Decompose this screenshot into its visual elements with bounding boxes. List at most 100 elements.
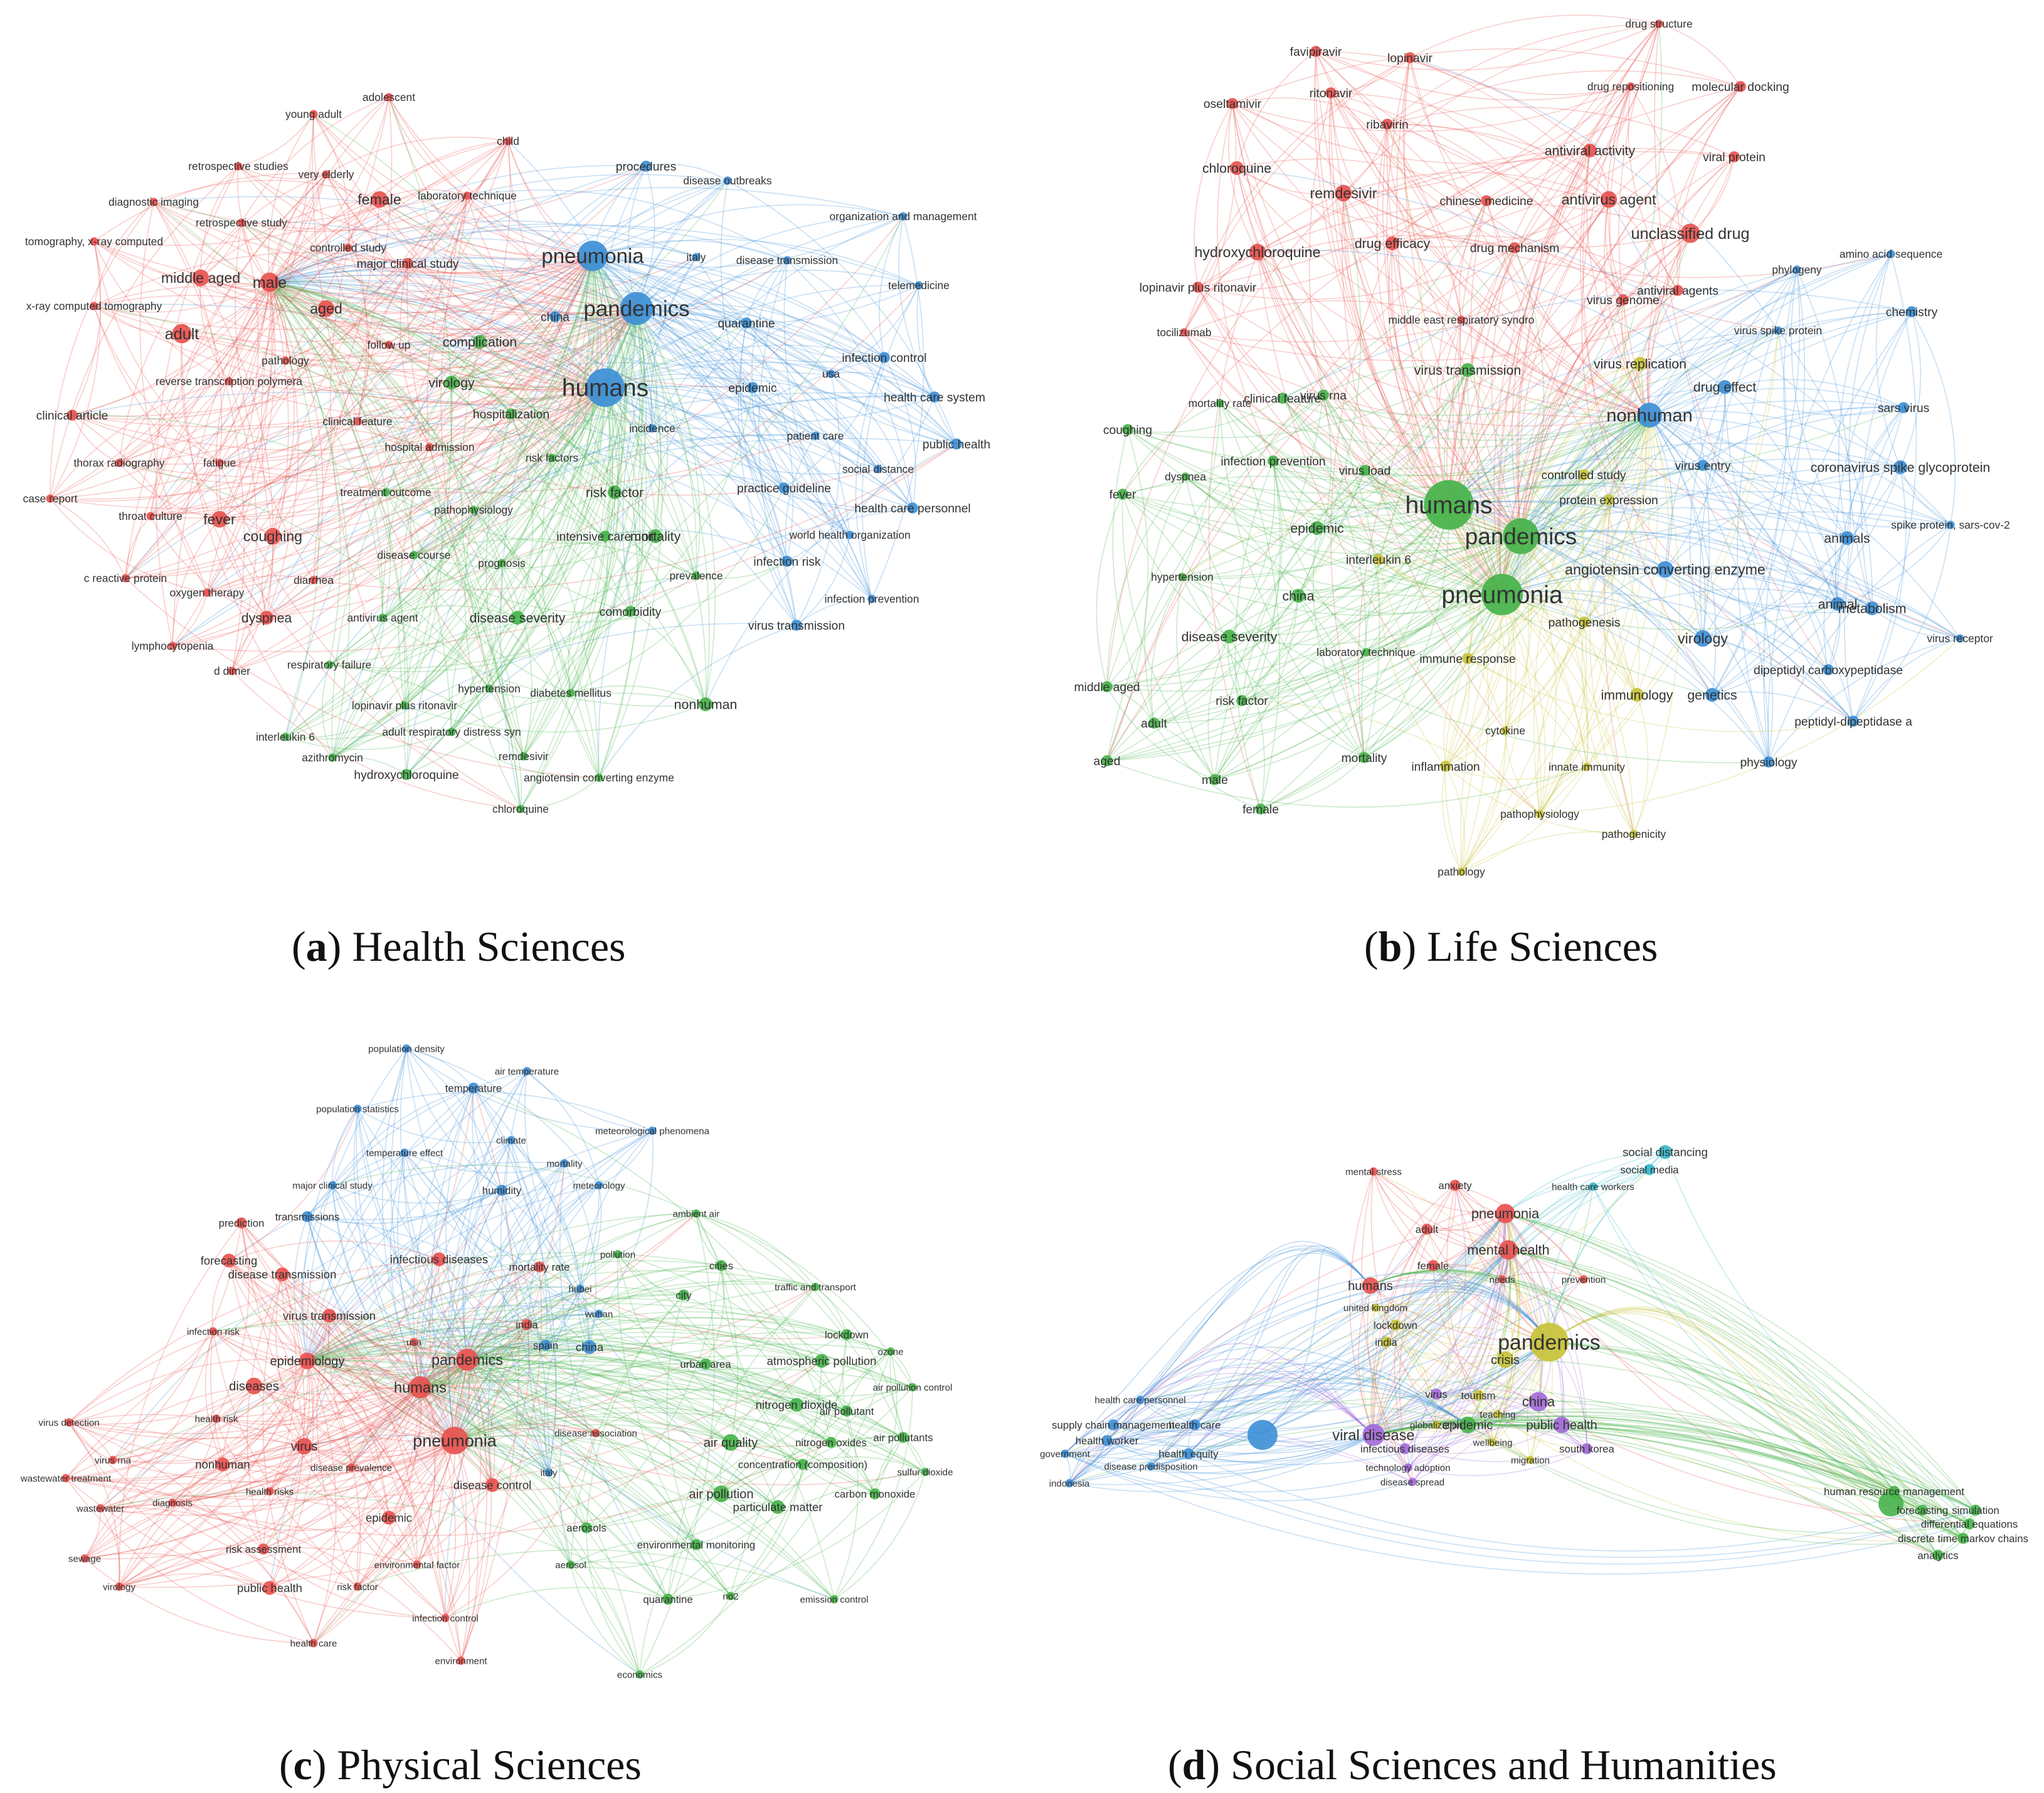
node-female[interactable] (1427, 1260, 1439, 1271)
node-particulate-matter[interactable] (771, 1500, 785, 1514)
node-air-temperature[interactable] (522, 1067, 531, 1076)
node-x-ray-computed-tomography[interactable] (90, 302, 98, 310)
node-respiratory-failure[interactable] (325, 660, 334, 669)
node-hydroxychloroquine[interactable] (401, 769, 412, 780)
node-diseases[interactable] (245, 1377, 263, 1395)
node-dyspnea[interactable] (260, 611, 273, 625)
node-nitrogen-dioxide[interactable] (790, 1398, 803, 1412)
node-follow-up[interactable] (384, 341, 393, 349)
node-health-worker[interactable] (1101, 1435, 1113, 1446)
node-italy[interactable] (544, 1468, 553, 1477)
node-air-quality[interactable] (722, 1434, 739, 1451)
node-virus-genome[interactable] (1618, 294, 1629, 305)
node-epidemic[interactable] (382, 1511, 396, 1525)
node-practice-guideline[interactable] (778, 482, 790, 494)
node-lymphocytopenia[interactable] (168, 642, 177, 650)
node-virology[interactable] (1694, 630, 1712, 647)
node-animals[interactable] (1840, 531, 1854, 545)
node-environmental-factor[interactable] (413, 1560, 421, 1569)
node-physiology[interactable] (1763, 756, 1774, 768)
node-epidemic[interactable] (1310, 521, 1324, 535)
node-pandemics[interactable] (620, 292, 654, 325)
node-adult[interactable] (172, 324, 192, 344)
node-wellbeing[interactable] (1488, 1438, 1497, 1447)
node-no2[interactable] (726, 1592, 735, 1600)
node-risk-factor[interactable] (608, 485, 622, 499)
node-globalization[interactable] (1432, 1420, 1441, 1429)
node-infection-risk[interactable] (209, 1327, 218, 1336)
node-health-care-personnel[interactable] (907, 502, 918, 514)
node-dipeptidyl-carboxypeptidase[interactable] (1823, 664, 1834, 675)
node-health-care[interactable] (1189, 1419, 1200, 1431)
node-infection-control[interactable] (879, 352, 890, 363)
node-discrete-time-markov-chains[interactable] (1957, 1533, 1969, 1544)
node-mortality-rate[interactable] (1215, 399, 1224, 408)
node-cytokine[interactable] (1501, 726, 1510, 735)
node-virus-receptor[interactable] (1956, 634, 1964, 643)
node-needs[interactable] (1498, 1275, 1507, 1284)
node-temperature-effect[interactable] (400, 1148, 409, 1157)
node-disease-severity[interactable] (511, 611, 524, 625)
node-city[interactable] (678, 1289, 689, 1301)
node-oseltamivir[interactable] (1227, 98, 1238, 109)
node-procedures[interactable] (640, 161, 652, 172)
node-united-kingdom[interactable] (1371, 1303, 1380, 1312)
node-epidemic[interactable] (747, 382, 758, 393)
node-hubei[interactable] (576, 1284, 585, 1293)
node-chloroquine[interactable] (516, 805, 525, 813)
node-middle-aged[interactable] (1101, 681, 1113, 692)
node-health-risk[interactable] (212, 1414, 221, 1423)
node-amino-acid-sequence[interactable] (1887, 250, 1895, 258)
node-drug-efficacy[interactable] (1385, 236, 1399, 250)
node-pathology[interactable] (281, 356, 290, 365)
node-drug-mechanism[interactable] (1509, 242, 1520, 253)
node-adult[interactable] (1148, 717, 1160, 729)
node-tocilizumab[interactable] (1180, 328, 1189, 337)
node-supply-chain-management[interactable] (1108, 1419, 1119, 1431)
node-major-clinical-study[interactable] (402, 258, 413, 269)
node-analytics[interactable] (1932, 1550, 1944, 1561)
node-protein-expression[interactable] (1603, 494, 1614, 505)
node-economics[interactable] (635, 1670, 644, 1679)
node-quarantine[interactable] (662, 1594, 674, 1605)
node-case-report[interactable] (46, 494, 55, 503)
node-lopinavir-plus-ritonavir[interactable] (400, 701, 409, 710)
node-spain[interactable] (540, 1340, 551, 1351)
node-virology[interactable] (445, 376, 458, 389)
node-ambient-air[interactable] (692, 1209, 701, 1218)
node-sulfur-dioxide[interactable] (921, 1468, 929, 1476)
node-pathophysiology[interactable] (469, 505, 478, 514)
node-middle-aged[interactable] (192, 269, 209, 287)
node-controlled-study[interactable] (1578, 469, 1589, 480)
node-diarrhea[interactable] (309, 576, 318, 584)
node-humans[interactable] (1362, 1277, 1379, 1294)
node-government[interactable] (1061, 1449, 1069, 1458)
node-fatigue[interactable] (215, 458, 224, 467)
node-chemistry[interactable] (1906, 306, 1917, 317)
node-drug-repositioning[interactable] (1626, 82, 1635, 91)
node-male[interactable] (260, 272, 280, 292)
node-mortality[interactable] (1358, 752, 1370, 763)
node-very-elderly[interactable] (322, 170, 331, 179)
node-virus-entry[interactable] (1697, 460, 1708, 471)
node-disease-control[interactable] (485, 1478, 499, 1492)
node-diagnostic-imaging[interactable] (149, 198, 158, 206)
node-virus-transmission[interactable] (791, 620, 802, 631)
node-mortality-rate[interactable] (534, 1261, 545, 1272)
node-usa[interactable] (827, 369, 835, 378)
node-virus-spike-protein[interactable] (1774, 326, 1782, 335)
node-antiviral-agents[interactable] (1672, 285, 1683, 296)
node-hospital-admission[interactable] (425, 443, 434, 452)
node-coughing[interactable] (264, 527, 282, 545)
node-azithromycin[interactable] (328, 753, 337, 762)
node-ritonavir[interactable] (1325, 87, 1337, 98)
node-virus-detection[interactable] (65, 1418, 73, 1427)
node-comorbidity[interactable] (625, 606, 636, 617)
node-public-health[interactable] (263, 1581, 277, 1595)
node-innate-immunity[interactable] (1582, 763, 1591, 771)
node-retrospective-study[interactable] (237, 218, 246, 227)
node-health-care-personnel[interactable] (1136, 1395, 1145, 1404)
node-risk-factor[interactable] (1236, 695, 1247, 706)
node-air-pollutant[interactable] (841, 1405, 852, 1417)
node-virus-transmission[interactable] (322, 1309, 336, 1323)
